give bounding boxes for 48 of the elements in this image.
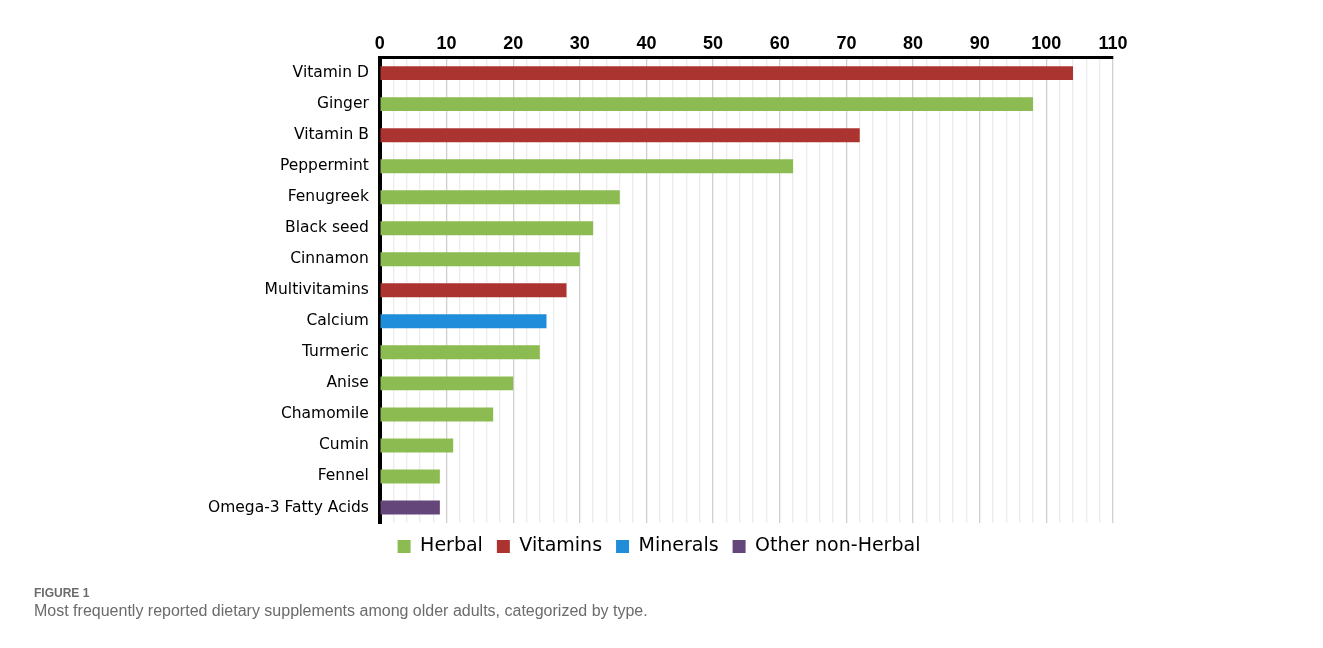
y-tick-label: Cinnamon (290, 249, 369, 268)
x-tick-label: 20 (503, 32, 524, 53)
bar (380, 221, 594, 236)
text: Most frequently reported dietary supplements among older adults, categorized by type. (34, 602, 648, 620)
y-tick-label: Anise (326, 373, 369, 392)
y-tick-label: Chamomile (280, 404, 369, 423)
y-tick-label: Ginger (316, 94, 370, 113)
bar (380, 128, 860, 143)
y-tick-label: Fenugreek (287, 187, 369, 206)
bar (380, 469, 440, 484)
x-tick-label: 30 (569, 32, 590, 53)
y-tick-label: Vitamin B (293, 125, 369, 144)
bar (380, 438, 454, 453)
x-tick-label: 100 (1031, 32, 1062, 53)
bar (380, 283, 567, 298)
x-tick-label: 90 (969, 32, 990, 53)
x-tick-label: 50 (703, 32, 724, 53)
bar (380, 97, 1034, 112)
legend-label: Herbal (420, 533, 483, 556)
bar (380, 159, 794, 174)
x-tick-label: 80 (903, 32, 924, 53)
x-tick-label: 40 (636, 32, 657, 53)
y-tick-label: Cumin (318, 435, 369, 454)
bar (380, 66, 1074, 81)
y-tick-label: Omega-3 Fatty Acids (208, 497, 369, 516)
bar (380, 407, 494, 422)
x-tick-label: 110 (1098, 32, 1128, 53)
y-tick-label: Black seed (285, 218, 369, 237)
bar (380, 376, 514, 391)
y-tick-label: Vitamin D (292, 63, 369, 82)
legend-label: Vitamins (519, 533, 603, 556)
y-tick-label: Fennel (317, 466, 369, 485)
x-tick-label: 70 (836, 32, 857, 53)
bar (380, 314, 547, 329)
x-tick-label: 10 (436, 32, 457, 53)
y-tick-label: Turmeric (301, 342, 369, 361)
y-tick-label: Calcium (306, 311, 369, 330)
bar (380, 252, 580, 267)
bar (380, 500, 440, 515)
bar (380, 345, 540, 360)
legend-label: Minerals (638, 533, 719, 556)
x-tick-label: 0 (374, 32, 385, 53)
y-tick-label: Multivitamins (264, 280, 369, 299)
x-tick-label: 60 (769, 32, 790, 53)
bar (380, 190, 620, 205)
y-tick-label: Peppermint (279, 156, 369, 175)
caption: FIGURE 1 (34, 586, 91, 600)
legend-label: Other non-Herbal (755, 533, 921, 556)
